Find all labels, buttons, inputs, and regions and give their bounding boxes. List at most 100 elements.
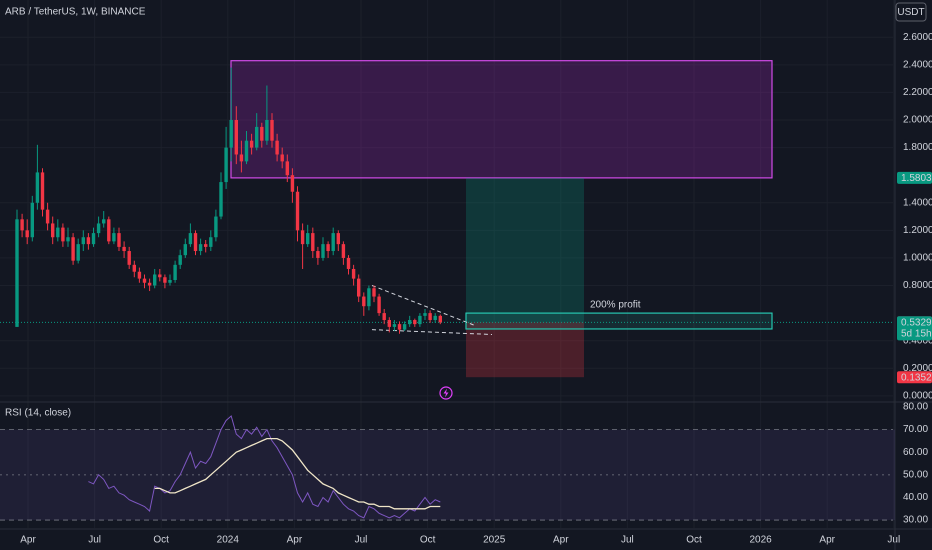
candle-body: [397, 324, 402, 330]
currency-button[interactable]: [895, 2, 927, 22]
candle-body: [265, 120, 269, 141]
entry-zone: [465, 312, 773, 330]
candle-body: [341, 244, 346, 258]
candle-body: [30, 202, 34, 238]
candle-body: [163, 277, 167, 283]
candle-body: [107, 219, 111, 242]
candle-body: [326, 244, 330, 252]
candle-body: [255, 126, 259, 148]
price-tag-label: 0.1352: [901, 372, 932, 383]
x-tick-label: Oct: [686, 535, 702, 546]
candle-body: [86, 237, 91, 245]
candle-body: [188, 233, 193, 245]
rsi-tick-label: 80.00: [903, 402, 928, 413]
candle-body: [239, 154, 244, 162]
rsi-tick-label: 30.00: [903, 515, 928, 526]
candle-body: [229, 120, 233, 148]
candle-body: [382, 313, 386, 320]
candle-body: [76, 244, 80, 261]
candle-body: [209, 237, 213, 247]
candle-body: [367, 288, 371, 307]
candle-body: [96, 223, 101, 234]
supply-zone: [230, 60, 773, 179]
candle-body: [290, 175, 295, 192]
rsi-tick-label: 40.00: [903, 492, 928, 503]
candle-body: [311, 233, 315, 252]
candle-body: [45, 209, 50, 224]
candle-body: [418, 315, 422, 325]
rsi-tick-label: 50.00: [903, 469, 928, 480]
candle-body: [198, 244, 203, 252]
candle-body: [362, 296, 366, 307]
candle-body: [224, 147, 228, 183]
rsi-line: [88, 415, 441, 519]
profit-zone: [466, 177, 584, 323]
candle-body: [300, 230, 305, 245]
candle-body: [35, 172, 40, 203]
y-tick-label: 0.2000: [903, 363, 932, 374]
x-tick-label: Apr: [553, 535, 569, 546]
price-tag-label: 1.5803: [901, 173, 932, 184]
candle-body: [214, 216, 218, 238]
wedge-upper: [371, 285, 476, 326]
rsi-title: RSI (14, close): [5, 408, 71, 419]
candle-body: [438, 315, 442, 323]
candle-body: [402, 324, 407, 330]
x-tick-label: Jul: [355, 535, 368, 546]
x-tick-label: Apr: [819, 535, 835, 546]
price-tag: [897, 316, 932, 341]
candle-body: [178, 255, 182, 265]
y-tick-label: 1.0000: [903, 253, 932, 264]
candle-body: [20, 219, 24, 231]
candle-body: [81, 237, 85, 245]
candle-body: [331, 233, 335, 252]
candle-body: [433, 315, 437, 320]
candle-body: [428, 313, 432, 320]
y-tick-label: 0.0000: [903, 391, 932, 402]
currency-label[interactable]: USDT: [897, 7, 924, 18]
x-tick-label: Oct: [153, 535, 169, 546]
countdown-label: 5d 15h: [901, 328, 932, 339]
candle-body: [321, 244, 325, 258]
candle-body: [387, 320, 391, 327]
candle-body: [117, 233, 121, 247]
x-tick-label: Oct: [420, 535, 436, 546]
candle-body: [204, 244, 208, 247]
candle-body: [25, 230, 29, 238]
rsi-tick-label: 60.00: [903, 447, 928, 458]
rsi-tick-label: 70.00: [903, 424, 928, 435]
candle-body: [234, 120, 238, 155]
wedge-lower: [371, 329, 493, 335]
candle-body: [306, 233, 310, 245]
candle-body: [275, 140, 279, 155]
candle-body: [408, 320, 412, 325]
price-tag: [897, 171, 932, 184]
y-tick-label: 0.4000: [903, 335, 932, 346]
candle-body: [351, 268, 356, 279]
alert-icon[interactable]: [439, 386, 453, 400]
candle-body: [158, 274, 162, 278]
candle-body: [132, 264, 136, 272]
x-tick-label: Jul: [88, 535, 101, 546]
price-tag: [897, 371, 932, 384]
candle-body: [316, 251, 320, 258]
y-tick-label: 2.0000: [903, 115, 932, 126]
candle-body: [193, 233, 198, 252]
x-tick-label: 2026: [749, 535, 772, 546]
candle-body: [40, 172, 45, 210]
candle-body: [219, 182, 223, 217]
candle-body: [285, 161, 289, 176]
candle-body: [127, 251, 131, 265]
candle-body: [392, 324, 397, 327]
profit-annotation: 200% profit: [590, 300, 641, 311]
x-tick-label: Jul: [621, 535, 634, 546]
x-tick-label: 2024: [217, 535, 240, 546]
candle-body: [377, 296, 381, 314]
rsi-ma-line: [154, 437, 441, 510]
y-tick-label: 1.2000: [903, 225, 932, 236]
y-tick-label: 1.8000: [903, 142, 932, 153]
candle-body: [112, 233, 116, 242]
candle-body: [15, 219, 19, 327]
